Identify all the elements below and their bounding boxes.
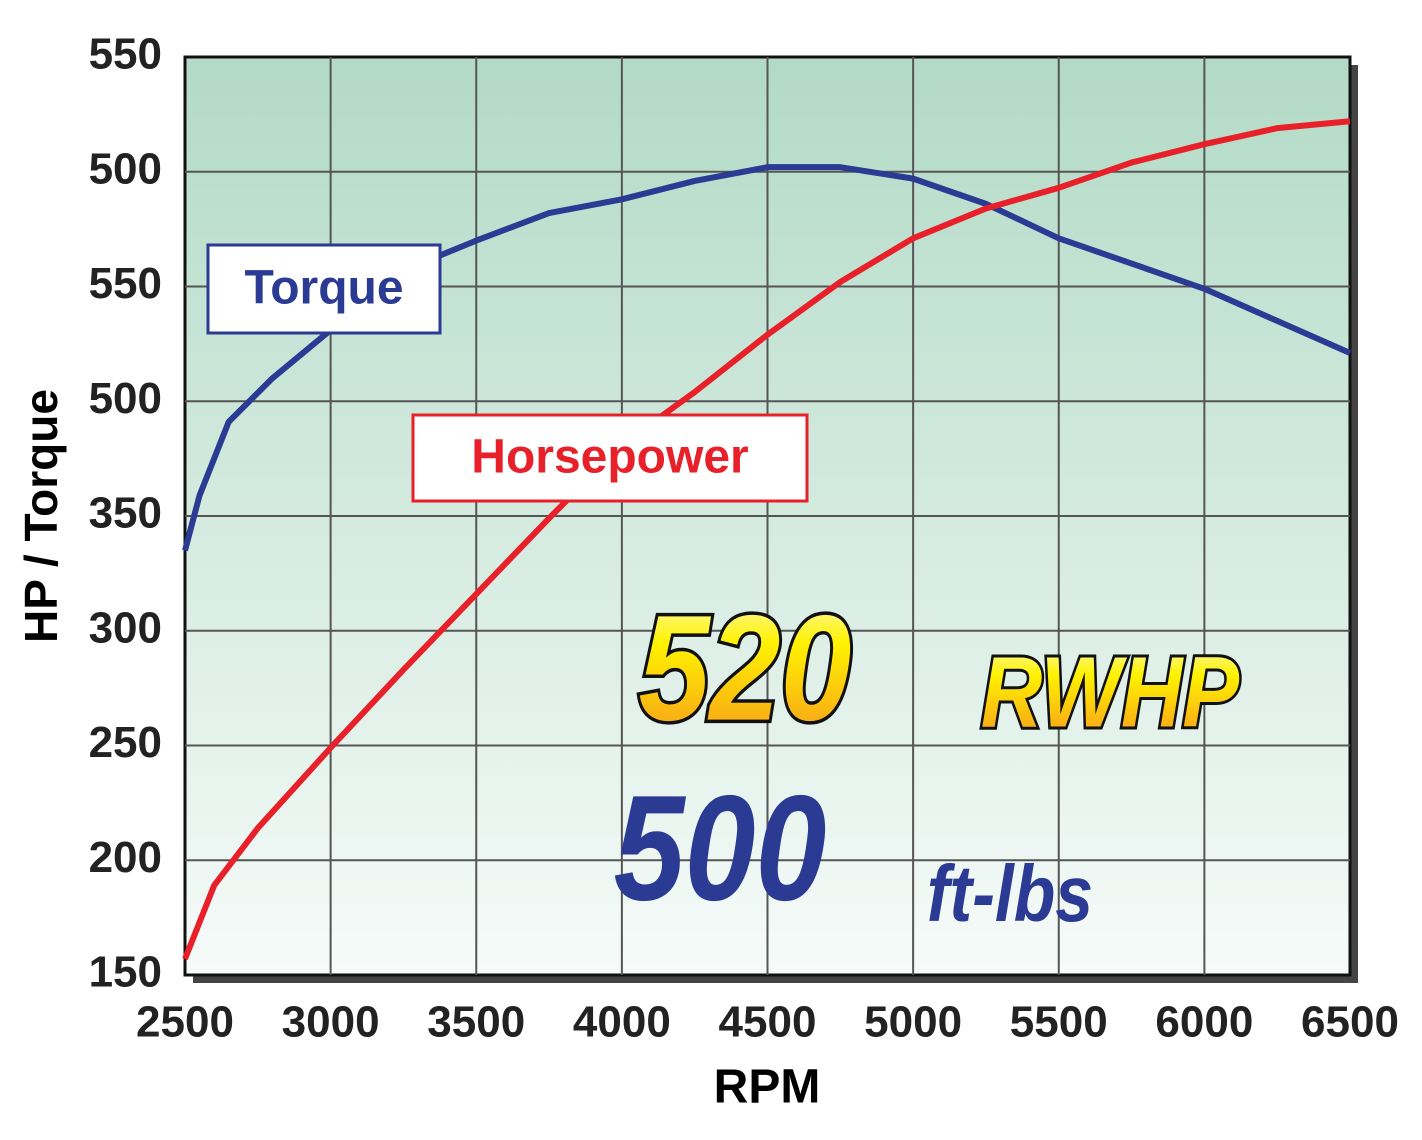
x-axis-title: RPM (714, 1061, 821, 1114)
y-tick-label: 500 (89, 374, 162, 423)
x-tick-label: 6000 (1155, 998, 1253, 1047)
y-tick-label: 300 (89, 603, 162, 652)
annotation: 500 (614, 765, 827, 932)
y-tick-label: 200 (89, 833, 162, 882)
annotation: 520 (639, 585, 852, 752)
x-tick-label: 3500 (427, 998, 525, 1047)
y-axis-title: HP / Torque (15, 389, 67, 643)
x-tick-label: 3000 (282, 998, 380, 1047)
x-tick-label: 5000 (864, 998, 962, 1047)
annotation: ft-lbs (927, 849, 1093, 938)
x-tick-label: 2500 (136, 998, 234, 1047)
line-1 (182, 118, 1351, 961)
y-tick-label: 500 (89, 144, 162, 193)
legend-label: Horsepower (471, 431, 748, 484)
y-tick-label: 550 (89, 259, 162, 308)
x-tick-label: 4000 (573, 998, 671, 1047)
annotation: RWHP (981, 636, 1240, 748)
line-0 (182, 164, 1352, 552)
y-tick-label: 350 (89, 489, 162, 538)
legend-label: Torque (244, 262, 403, 315)
x-tick-label: 5500 (1010, 998, 1108, 1047)
y-tick-label: 150 (89, 948, 162, 997)
legend-box (411, 413, 809, 503)
x-tick-label: 4500 (719, 998, 817, 1047)
legend-box (206, 243, 442, 335)
x-tick-label: 6500 (1301, 998, 1399, 1047)
y-tick-label: 250 (89, 718, 162, 767)
y-tick-label: 550 (89, 30, 162, 79)
